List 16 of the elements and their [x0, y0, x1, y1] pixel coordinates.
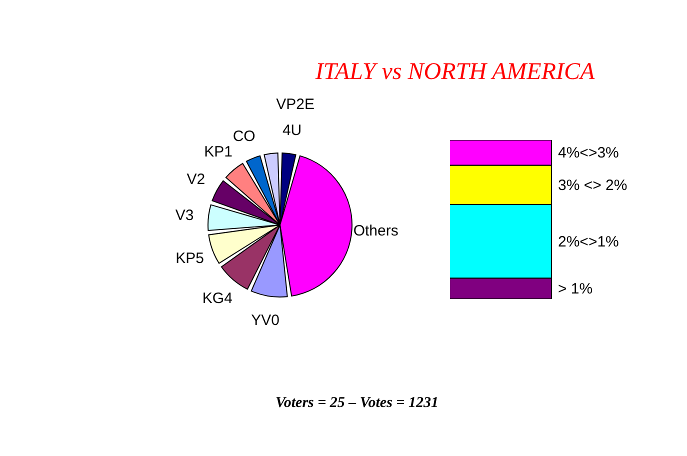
- slice-label: KG4: [202, 290, 232, 307]
- series-label: 4%<>3%: [558, 144, 619, 162]
- slice-label: KP1: [204, 143, 233, 160]
- slice-label: 4U: [282, 122, 302, 139]
- slice-label: Others: [353, 222, 398, 240]
- slice-label: KP5: [176, 250, 204, 267]
- series-label: > 1%: [558, 280, 593, 298]
- text: Voters = 25 – Votes = 1231: [276, 395, 438, 411]
- text: ITALY vs NORTH AMERICA: [314, 59, 595, 85]
- slice-label: V2: [186, 170, 206, 188]
- slice-label: V3: [175, 207, 194, 224]
- slice-label: YV0: [251, 312, 280, 329]
- slice-label: CO: [232, 128, 256, 145]
- series-label: 2%<>1%: [558, 233, 619, 250]
- slice-label: VP2E: [276, 96, 314, 113]
- series-label: 3% <> 2%: [558, 176, 628, 194]
